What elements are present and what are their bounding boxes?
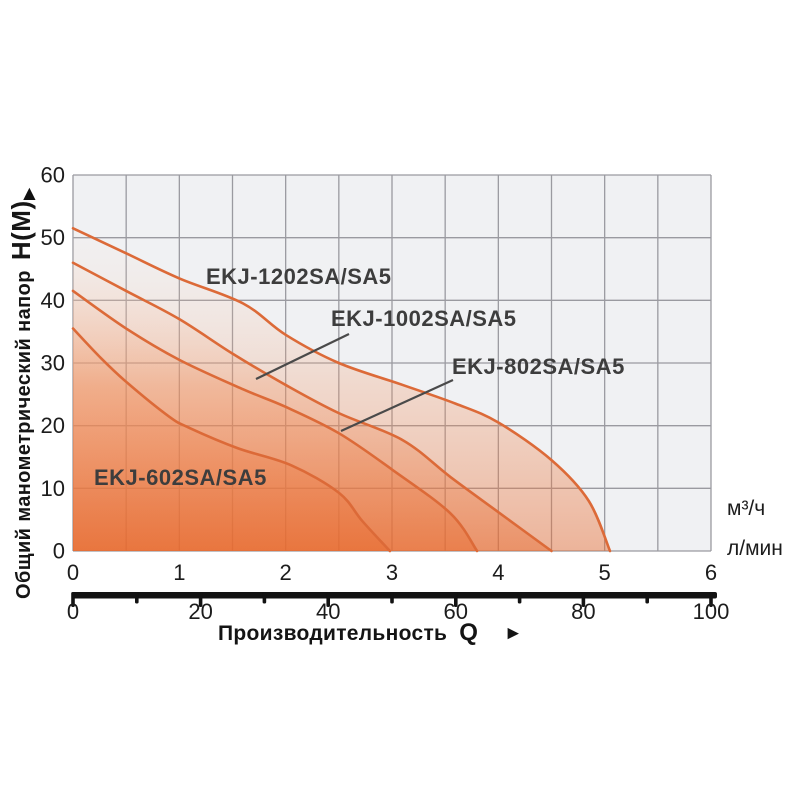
y-tick-label: 10 bbox=[41, 476, 65, 501]
x-secondary-tick-label: 0 bbox=[67, 599, 79, 624]
curve-label-EKJ-602SA/SA5: EKJ-602SA/SA5 bbox=[94, 465, 267, 490]
y-axis-symbol: H(M) bbox=[6, 200, 36, 261]
scale-major-tick bbox=[581, 592, 586, 607]
curve-EKJ-602SA/SA5 bbox=[71, 327, 392, 553]
secondary-unit-label: л/мин bbox=[727, 537, 783, 560]
scale-major-tick bbox=[198, 592, 203, 607]
x-primary-tick-label: 5 bbox=[599, 560, 611, 585]
scale-bar bbox=[72, 592, 717, 599]
area-EKJ-602SA/SA5 bbox=[73, 328, 390, 551]
y-tick-label: 20 bbox=[41, 413, 65, 438]
y-axis-title-text: Общий манометрический напор bbox=[13, 270, 35, 599]
y-tick-label: 60 bbox=[41, 163, 65, 188]
y-axis-up-arrow-icon: ▲ bbox=[19, 182, 40, 205]
y-tick-label: 30 bbox=[41, 351, 65, 376]
x-primary-tick-label: 4 bbox=[492, 560, 504, 585]
x-axis-symbol: Q bbox=[459, 619, 478, 646]
scale-major-tick bbox=[326, 592, 330, 607]
leader-line-EKJ-1002SA/SA5 bbox=[255, 333, 350, 380]
x-primary-tick-label: 3 bbox=[386, 560, 398, 585]
y-tick-label: 0 bbox=[53, 539, 65, 564]
scale-minor-tick bbox=[390, 592, 394, 604]
y-tick-label: 50 bbox=[41, 225, 65, 250]
x-secondary-tick-label: 40 bbox=[316, 599, 340, 624]
x-primary-tick-label: 6 bbox=[705, 560, 717, 585]
x-secondary-tick-label: 20 bbox=[188, 599, 212, 624]
scale-minor-tick bbox=[135, 592, 139, 604]
x-secondary-tick-label: 60 bbox=[444, 599, 468, 624]
scale-major-tick bbox=[709, 592, 713, 607]
scale-minor-tick bbox=[262, 592, 267, 604]
x-primary-tick-label: 2 bbox=[280, 560, 292, 585]
curves bbox=[71, 226, 612, 553]
y-axis-title: Общий манометрический напор H(M) bbox=[6, 200, 37, 599]
scale-minor-tick bbox=[645, 592, 649, 604]
x-axis-title: Производительность Q ► bbox=[218, 619, 523, 647]
curve-EKJ-802SA/SA5 bbox=[71, 289, 479, 553]
x-secondary-tick-label: 100 bbox=[693, 599, 730, 624]
leader-line-EKJ-802SA/SA5 bbox=[340, 378, 454, 433]
x-primary-tick-label: 0 bbox=[67, 560, 79, 585]
curve-label-EKJ-1202SA/SA5: EKJ-1202SA/SA5 bbox=[206, 264, 392, 289]
curve-fills bbox=[73, 228, 610, 551]
x-axis-title-text: Производительность bbox=[218, 622, 448, 645]
secondary-scale-bar bbox=[71, 592, 717, 607]
curve-EKJ-1202SA/SA5 bbox=[71, 226, 612, 553]
x-secondary-tick-label: 80 bbox=[571, 599, 595, 624]
curve-EKJ-1002SA/SA5 bbox=[71, 261, 553, 553]
y-tick-label: 40 bbox=[41, 288, 65, 313]
x-primary-tick-label: 1 bbox=[173, 560, 185, 585]
curve-label-EKJ-1002SA/SA5: EKJ-1002SA/SA5 bbox=[331, 306, 517, 331]
curve-label-EKJ-802SA/SA5: EKJ-802SA/SA5 bbox=[452, 354, 625, 379]
scale-major-tick bbox=[71, 592, 75, 607]
scale-major-tick bbox=[454, 592, 458, 607]
x-axis-right-arrow-icon: ► bbox=[503, 623, 523, 644]
scale-minor-tick bbox=[517, 592, 522, 604]
primary-unit-label: м³/ч bbox=[727, 497, 766, 520]
